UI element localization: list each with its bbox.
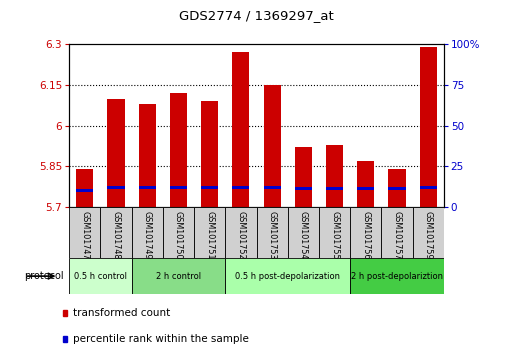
FancyBboxPatch shape bbox=[319, 207, 350, 258]
Text: GSM101750: GSM101750 bbox=[174, 211, 183, 259]
Bar bbox=[357, 161, 374, 207]
Bar bbox=[201, 101, 218, 207]
FancyBboxPatch shape bbox=[225, 258, 350, 294]
Bar bbox=[420, 185, 437, 189]
Bar bbox=[139, 104, 156, 207]
FancyBboxPatch shape bbox=[69, 258, 132, 294]
FancyBboxPatch shape bbox=[194, 207, 225, 258]
FancyBboxPatch shape bbox=[256, 207, 288, 258]
Text: GSM101754: GSM101754 bbox=[299, 211, 308, 259]
Bar bbox=[139, 186, 156, 189]
Bar bbox=[232, 52, 249, 207]
FancyBboxPatch shape bbox=[412, 207, 444, 258]
FancyBboxPatch shape bbox=[101, 207, 132, 258]
Text: GSM101749: GSM101749 bbox=[143, 211, 152, 259]
FancyBboxPatch shape bbox=[225, 207, 256, 258]
FancyBboxPatch shape bbox=[69, 207, 101, 258]
Bar bbox=[170, 186, 187, 189]
Bar bbox=[388, 169, 405, 207]
Text: GSM101753: GSM101753 bbox=[268, 211, 277, 259]
FancyBboxPatch shape bbox=[288, 207, 319, 258]
Text: GSM101755: GSM101755 bbox=[330, 211, 339, 259]
Bar bbox=[63, 310, 67, 316]
Text: percentile rank within the sample: percentile rank within the sample bbox=[73, 334, 249, 344]
Text: GDS2774 / 1369297_at: GDS2774 / 1369297_at bbox=[179, 9, 334, 22]
Text: 0.5 h control: 0.5 h control bbox=[74, 272, 127, 281]
Bar bbox=[264, 85, 281, 207]
Text: protocol: protocol bbox=[25, 271, 64, 281]
FancyBboxPatch shape bbox=[132, 207, 163, 258]
Text: GSM101752: GSM101752 bbox=[236, 211, 245, 259]
Bar bbox=[264, 186, 281, 189]
Bar bbox=[170, 93, 187, 207]
Bar bbox=[295, 147, 312, 207]
Bar bbox=[108, 185, 125, 189]
Bar bbox=[388, 187, 405, 190]
Bar bbox=[232, 185, 249, 189]
Text: GSM101747: GSM101747 bbox=[81, 211, 89, 259]
Text: GSM101748: GSM101748 bbox=[111, 211, 121, 259]
FancyBboxPatch shape bbox=[132, 258, 225, 294]
Bar bbox=[357, 187, 374, 190]
Bar bbox=[108, 98, 125, 207]
Bar bbox=[326, 145, 343, 207]
Bar bbox=[76, 189, 93, 192]
Bar bbox=[420, 47, 437, 207]
Text: GSM101759: GSM101759 bbox=[424, 211, 432, 259]
Bar bbox=[201, 186, 218, 189]
FancyBboxPatch shape bbox=[163, 207, 194, 258]
Bar bbox=[295, 187, 312, 190]
FancyBboxPatch shape bbox=[350, 207, 381, 258]
Bar bbox=[63, 336, 67, 342]
FancyBboxPatch shape bbox=[381, 207, 412, 258]
Text: 0.5 h post-depolarization: 0.5 h post-depolarization bbox=[235, 272, 340, 281]
Text: 2 h post-depolariztion: 2 h post-depolariztion bbox=[351, 272, 443, 281]
Bar bbox=[76, 169, 93, 207]
FancyBboxPatch shape bbox=[350, 258, 444, 294]
Text: GSM101751: GSM101751 bbox=[205, 211, 214, 259]
Text: GSM101757: GSM101757 bbox=[392, 211, 402, 259]
Text: GSM101756: GSM101756 bbox=[361, 211, 370, 259]
Bar bbox=[326, 187, 343, 190]
Text: 2 h control: 2 h control bbox=[156, 272, 201, 281]
Text: transformed count: transformed count bbox=[73, 308, 170, 318]
